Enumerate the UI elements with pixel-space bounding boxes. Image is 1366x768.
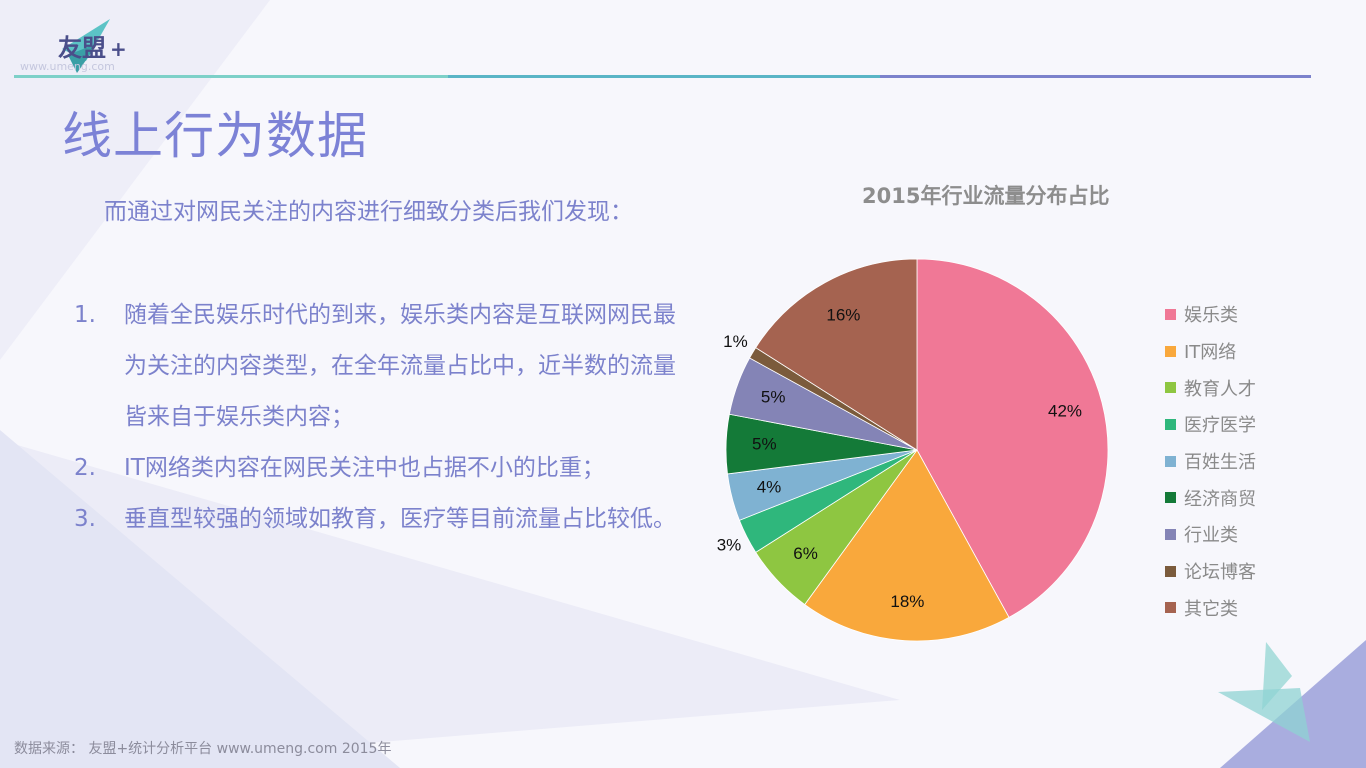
legend-swatch (1165, 308, 1176, 320)
pie-label-education: 6% (793, 544, 818, 563)
legend-swatch (1165, 602, 1176, 614)
finding-text: 垂直型较强的领域如教育，医疗等目前流量占比较低。 (124, 506, 676, 532)
legend-label: 经济商贸 (1184, 488, 1256, 510)
legend-item: 行业类 (1165, 516, 1256, 553)
pie-label-other: 16% (826, 306, 860, 325)
finding-text: 随着全民娱乐时代的到来，娱乐类内容是互联网网民最为关注的内容类型，在全年流量占比… (124, 302, 676, 430)
legend-label: 教育人才 (1184, 378, 1256, 400)
pie-label-entertainment: 42% (1048, 401, 1082, 420)
finding-item: 2. IT网络类内容在网民关注中也占据不小的比重； (74, 443, 694, 494)
pie-slice-entertainment (916, 258, 1109, 618)
pie-label-daily-life: 4% (757, 477, 782, 496)
pie-slice-other (755, 258, 918, 451)
legend-swatch (1165, 528, 1176, 540)
finding-item: 1. 随着全民娱乐时代的到来，娱乐类内容是互联网网民最为关注的内容类型，在全年流量… (74, 290, 694, 443)
legend-swatch (1165, 382, 1176, 394)
chart-legend: 娱乐类 IT网络 教育人才 医疗医学 百姓生活 经济商贸 行业类 论坛博客 其它… (1165, 296, 1256, 626)
legend-item: 医疗医学 (1165, 406, 1256, 443)
legend-label: 医疗医学 (1184, 415, 1256, 437)
legend-item: 其它类 (1165, 590, 1256, 627)
legend-item: 百姓生活 (1165, 443, 1256, 480)
finding-number: 1. (74, 302, 96, 328)
header-rule-purple (880, 75, 1311, 78)
brand-logo: 友盟 + (58, 28, 127, 63)
brand-plus: + (110, 37, 127, 61)
pie-label-medical: 3% (717, 535, 742, 554)
chart-title: 2015年行业流量分布占比 (862, 184, 1110, 208)
header-rule-mid (448, 75, 880, 78)
pie-label-industry: 5% (761, 388, 786, 407)
legend-label: 行业类 (1184, 525, 1238, 547)
legend-label: 论坛博客 (1184, 562, 1256, 584)
data-source-footer: 数据来源： 友盟+统计分析平台 www.umeng.com 2015年 (14, 741, 392, 757)
finding-text: IT网络类内容在网民关注中也占据不小的比重； (124, 455, 605, 481)
legend-swatch (1165, 418, 1176, 430)
logo-bird-icon (62, 19, 110, 73)
pie-label-it-network: 18% (890, 592, 924, 611)
legend-swatch (1165, 565, 1176, 577)
header-rule-teal (14, 75, 448, 78)
pie-label-forum-blog: 1% (723, 332, 748, 351)
legend-swatch (1165, 455, 1176, 467)
legend-swatch (1165, 345, 1176, 357)
legend-item: 论坛博客 (1165, 553, 1256, 590)
legend-label: IT网络 (1184, 342, 1237, 364)
legend-label: 其它类 (1184, 598, 1238, 620)
page-title: 线上行为数据 (62, 107, 368, 165)
pie-chart: 42% 18% 6% 3% 4% 5% 5% 1% 16% (717, 258, 1109, 642)
legend-item: IT网络 (1165, 333, 1256, 370)
pie-slice-it-network (804, 449, 1010, 642)
findings-list: 1. 随着全民娱乐时代的到来，娱乐类内容是互联网网民最为关注的内容类型，在全年流量… (74, 290, 694, 545)
intro-text: 而通过对网民关注的内容进行细致分类后我们发现： (104, 199, 633, 225)
legend-item: 教育人才 (1165, 369, 1256, 406)
finding-item: 3. 垂直型较强的领域如教育，医疗等目前流量占比较低。 (74, 494, 694, 545)
legend-label: 娱乐类 (1184, 305, 1238, 327)
finding-number: 3. (74, 506, 96, 532)
brand-name: 友盟 (58, 34, 106, 62)
legend-item: 经济商贸 (1165, 479, 1256, 516)
legend-item: 娱乐类 (1165, 296, 1256, 333)
brand-url: www.umeng.com (20, 60, 115, 73)
legend-swatch (1165, 492, 1176, 504)
legend-label: 百姓生活 (1184, 452, 1256, 474)
finding-number: 2. (74, 455, 96, 481)
pie-label-economy-trade: 5% (752, 435, 777, 454)
